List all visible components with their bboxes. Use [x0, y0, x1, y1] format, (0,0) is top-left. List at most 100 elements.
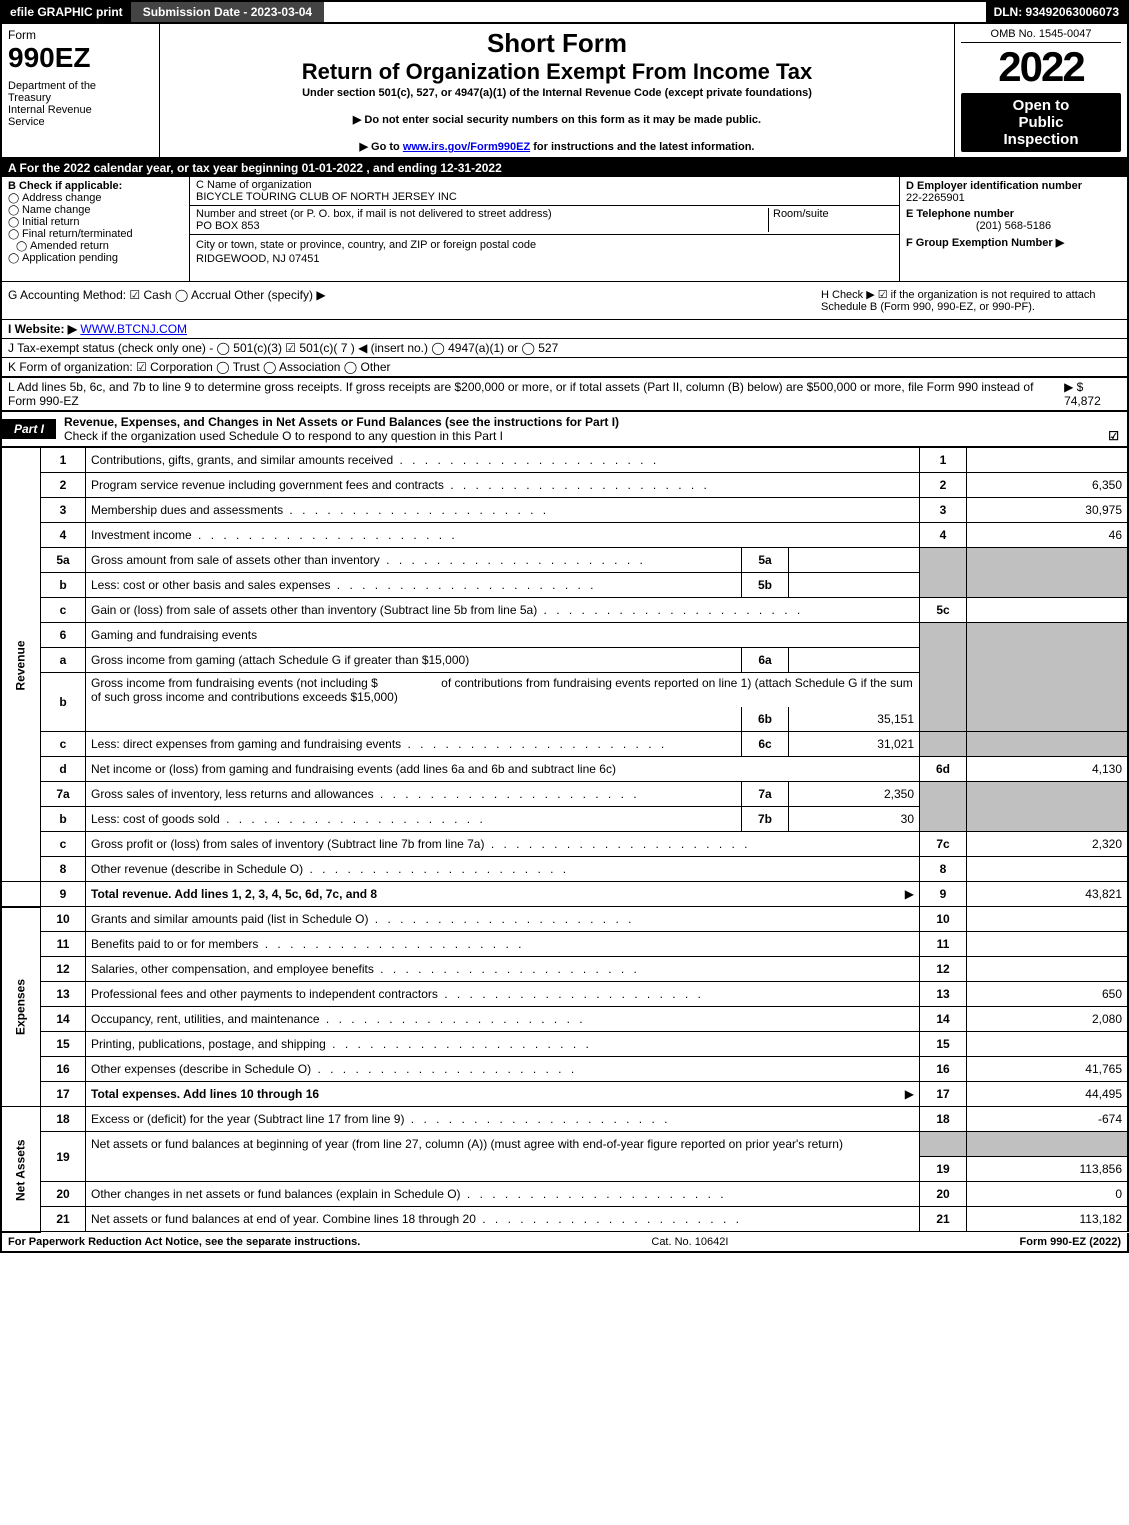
l8-d: Other revenue (describe in Schedule O) [86, 857, 920, 882]
l10-bn: 10 [920, 907, 967, 932]
l6c-d: Less: direct expenses from gaming and fu… [86, 732, 742, 757]
title-return: Return of Organization Exempt From Incom… [166, 59, 948, 85]
chk-final-return[interactable]: Final return/terminated [8, 228, 183, 240]
footer-mid: Cat. No. 10642I [651, 1236, 728, 1248]
l6-gray [920, 623, 967, 732]
l14-bn: 14 [920, 1007, 967, 1032]
l16-bn: 16 [920, 1057, 967, 1082]
side-expenses: Expenses [1, 907, 41, 1107]
l16-bv: 41,765 [967, 1057, 1129, 1082]
l5a-sn: 5a [742, 548, 789, 573]
chk-name-change[interactable]: Name change [8, 204, 183, 216]
c-street: PO BOX 853 [196, 220, 260, 232]
l6b-d1a: Gross income from fundraising events (no… [91, 676, 378, 690]
footer-left: For Paperwork Reduction Act Notice, see … [8, 1236, 360, 1248]
form-number: 990EZ [8, 42, 153, 74]
e-phone: (201) 568-5186 [906, 220, 1121, 232]
chk-address-change[interactable]: Address change [8, 192, 183, 204]
vside-rev-end [1, 882, 41, 907]
l6d-bv: 4,130 [967, 757, 1129, 782]
l9-d: Total revenue. Add lines 1, 2, 3, 4, 5c,… [86, 882, 920, 907]
l3-bv: 30,975 [967, 498, 1129, 523]
l18-bn: 18 [920, 1107, 967, 1132]
l20-bn: 20 [920, 1182, 967, 1207]
l12-n: 12 [41, 957, 86, 982]
l15-d: Printing, publications, postage, and shi… [86, 1032, 920, 1057]
l7c-n: c [41, 832, 86, 857]
l6a-d: Gross income from gaming (attach Schedul… [86, 648, 742, 673]
l18-d: Excess or (deficit) for the year (Subtra… [86, 1107, 920, 1132]
l-amount: ▶ $ 74,872 [1064, 380, 1121, 408]
city-cell: City or town, state or province, country… [190, 235, 899, 281]
l7b-sn: 7b [742, 807, 789, 832]
l1-n: 1 [41, 448, 86, 473]
l8-n: 8 [41, 857, 86, 882]
l2-d: Program service revenue including govern… [86, 473, 920, 498]
l7a-sn: 7a [742, 782, 789, 807]
website-link[interactable]: WWW.BTCNJ.COM [80, 322, 187, 336]
l14-bv: 2,080 [967, 1007, 1129, 1032]
l5b-d: Less: cost or other basis and sales expe… [86, 573, 742, 598]
l20-n: 20 [41, 1182, 86, 1207]
l5b-sv [789, 573, 920, 598]
c-name-label: C Name of organization [196, 179, 312, 191]
section-gh: G Accounting Method: ☑ Cash ◯ Accrual Ot… [0, 282, 1129, 320]
l9-bv: 43,821 [967, 882, 1129, 907]
l13-bv: 650 [967, 982, 1129, 1007]
l7a-d: Gross sales of inventory, less returns a… [86, 782, 742, 807]
l6c-sn: 6c [742, 732, 789, 757]
l3-n: 3 [41, 498, 86, 523]
l-text: L Add lines 5b, 6c, and 7b to line 9 to … [8, 380, 1064, 408]
section-b: B Check if applicable: Address change Na… [2, 177, 190, 281]
l10-n: 10 [41, 907, 86, 932]
e-label: E Telephone number [906, 208, 1121, 220]
l17-text: Total expenses. Add lines 10 through 16 [91, 1087, 319, 1101]
l16-n: 16 [41, 1057, 86, 1082]
l5b-n: b [41, 573, 86, 598]
part-i-header: Part I Revenue, Expenses, and Changes in… [0, 412, 1129, 448]
l2-bn: 2 [920, 473, 967, 498]
l14-d: Occupancy, rent, utilities, and maintena… [86, 1007, 920, 1032]
chk-application-pending[interactable]: Application pending [8, 252, 183, 264]
l6d-bn: 6d [920, 757, 967, 782]
title-under: Under section 501(c), 527, or 4947(a)(1)… [166, 87, 948, 99]
section-c: C Name of organization BICYCLE TOURING C… [190, 177, 899, 281]
dln: DLN: 93492063006073 [986, 2, 1127, 22]
l3-bn: 3 [920, 498, 967, 523]
chk-amended-return[interactable]: Amended return [16, 240, 183, 252]
l19-bn: 19 [920, 1157, 967, 1182]
l5c-n: c [41, 598, 86, 623]
l19-bv: 113,856 [967, 1157, 1129, 1182]
b-title: B Check if applicable: [8, 180, 183, 192]
right-box: OMB No. 1545-0047 2022 Open toPublicInsp… [955, 24, 1127, 157]
omb-number: OMB No. 1545-0047 [961, 28, 1121, 43]
l17-n: 17 [41, 1082, 86, 1107]
chk-initial-return[interactable]: Initial return [8, 216, 183, 228]
l5c-d: Gain or (loss) from sale of assets other… [86, 598, 920, 623]
line-i: I Website: ▶ WWW.BTCNJ.COM [0, 320, 1129, 339]
l6a-sv [789, 648, 920, 673]
l12-bn: 12 [920, 957, 967, 982]
l19-gray [920, 1132, 967, 1157]
l5c-bn: 5c [920, 598, 967, 623]
part-i-check-text: Check if the organization used Schedule … [64, 429, 503, 443]
l7b-sv: 30 [789, 807, 920, 832]
irs-link[interactable]: www.irs.gov/Form990EZ [403, 141, 530, 153]
form-label: Form [8, 28, 153, 42]
l11-bn: 11 [920, 932, 967, 957]
side-revenue: Revenue [1, 448, 41, 882]
l18-bv: -674 [967, 1107, 1129, 1132]
note-ssn: ▶ Do not enter social security numbers o… [166, 113, 948, 126]
room-label: Room/suite [773, 208, 829, 220]
l5a-n: 5a [41, 548, 86, 573]
l17-arrow: ▶ [905, 1087, 914, 1101]
l8-bv [967, 857, 1129, 882]
l6c-grayv [967, 732, 1129, 757]
form-990ez: efile GRAPHIC print Submission Date - 20… [0, 0, 1129, 1253]
l9-text: Total revenue. Add lines 1, 2, 3, 4, 5c,… [91, 887, 377, 901]
part-i-checkbox[interactable]: ☑ [1108, 429, 1119, 443]
f-label: F Group Exemption Number ▶ [906, 236, 1121, 249]
l5ab-gray [920, 548, 967, 598]
l6c-sv: 31,021 [789, 732, 920, 757]
l6-d: Gaming and fundraising events [86, 623, 920, 648]
